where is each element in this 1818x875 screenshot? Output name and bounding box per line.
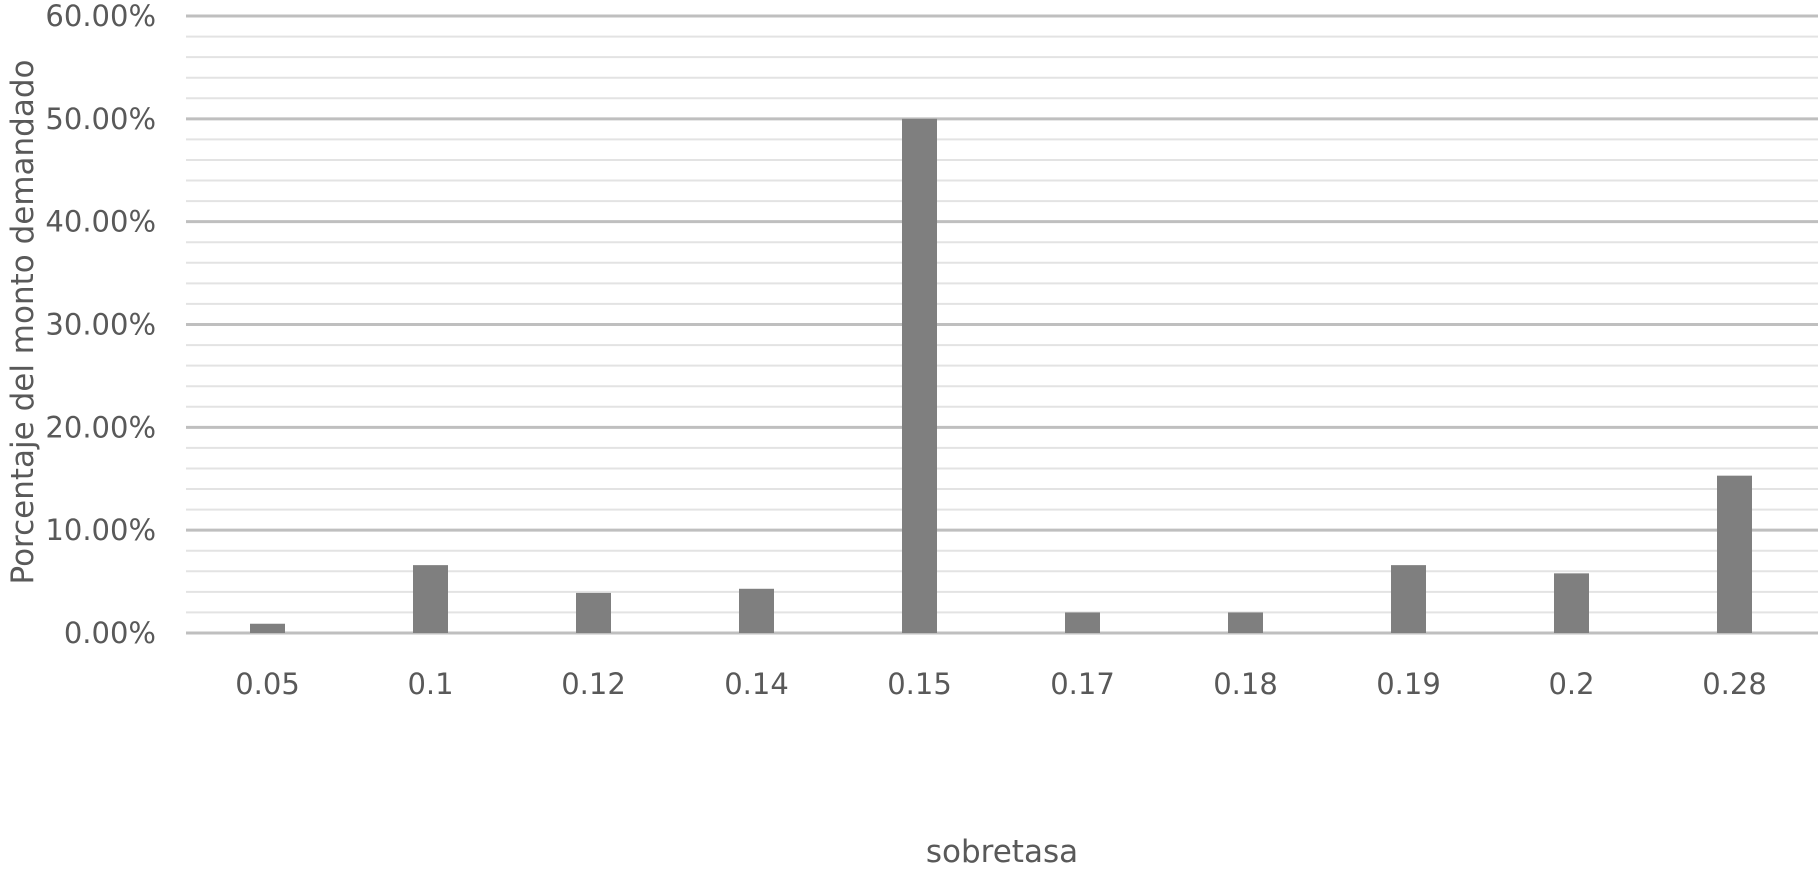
y-tick-label: 60.00% — [45, 0, 156, 33]
bar-0.14 — [739, 588, 774, 633]
x-tick-label: 0.05 — [235, 667, 300, 701]
bar-0.05 — [250, 623, 285, 633]
y-tick-label: 40.00% — [45, 205, 156, 239]
x-tick-label: 0.15 — [887, 667, 952, 701]
bar-0.28 — [1717, 475, 1752, 633]
x-tick-label: 0.17 — [1050, 667, 1115, 701]
x-tick-label: 0.1 — [407, 667, 453, 701]
gridlines — [186, 14, 1818, 635]
x-tick-label: 0.19 — [1376, 667, 1441, 701]
y-axis-tick-labels: 0.00% 10.00% 20.00% 30.00% 40.00% 50.00% 60.00… — [45, 0, 156, 650]
bar-0.1 — [413, 565, 448, 633]
y-tick-label: 0.00% — [64, 616, 156, 650]
bar-0.17 — [1065, 612, 1100, 633]
x-tick-label: 0.18 — [1213, 667, 1278, 701]
x-tick-label: 0.2 — [1548, 667, 1594, 701]
y-tick-label: 10.00% — [45, 513, 156, 547]
y-tick-label: 30.00% — [45, 308, 156, 342]
x-tick-label: 0.14 — [724, 667, 789, 701]
x-tick-label: 0.28 — [1702, 667, 1767, 701]
bar-0.15 — [902, 118, 937, 634]
x-tick-label: 0.12 — [561, 667, 626, 701]
y-axis-title: Porcentaje del monto demandado — [5, 60, 41, 585]
y-tick-label: 20.00% — [45, 410, 156, 444]
bar-0.19 — [1391, 565, 1426, 633]
x-axis-tick-labels: 0.05 0.1 0.12 0.14 0.15 0.17 0.18 0.19 0.2 0.28 — [235, 667, 1767, 701]
bar-0.12 — [576, 592, 611, 633]
x-axis-title: sobretasa — [926, 834, 1078, 870]
bar-0.18 — [1228, 612, 1263, 633]
bar-0.2 — [1554, 573, 1589, 633]
bars — [250, 118, 1752, 634]
y-tick-label: 50.00% — [45, 102, 156, 136]
